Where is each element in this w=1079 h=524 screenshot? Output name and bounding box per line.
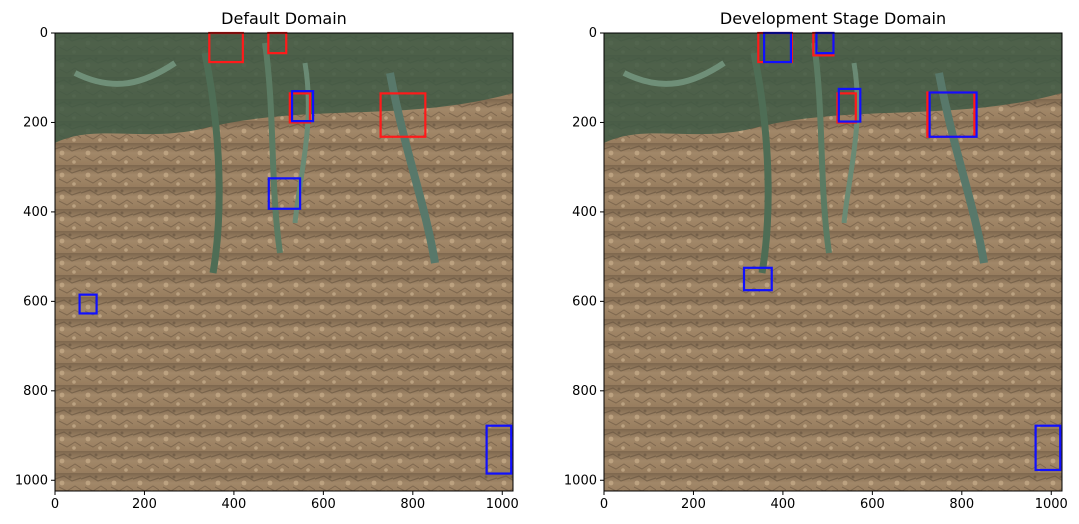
y-tick-label: 1000 [15, 473, 48, 488]
y-ticks-default: 0 200 400 600 800 1000 [15, 26, 55, 488]
blue-bounding-box [485, 424, 513, 475]
y-tick-label: 800 [23, 384, 48, 399]
blue-bounding-box [1034, 424, 1062, 472]
y-tick-label: 0 [40, 26, 48, 41]
x-tick-label: 400 [221, 497, 246, 512]
x-ticks-development: 0 200 400 600 800 1000 [600, 491, 1068, 512]
panel-title: Development Stage Domain [720, 9, 946, 28]
y-ticks-development: 0 200 400 600 800 1000 [564, 26, 604, 488]
y-tick-label: 400 [23, 205, 48, 220]
y-tick-label: 600 [23, 294, 48, 309]
y-tick-label: 200 [23, 115, 48, 130]
x-tick-label: 400 [770, 497, 795, 512]
red-bounding-box [379, 92, 427, 138]
blue-bounding-box [837, 87, 862, 123]
blue-bounding-box [267, 177, 302, 210]
x-tick-label: 1000 [486, 497, 519, 512]
panel-default-domain: 0 200 400 600 800 1000 0 200 400 600 800 1000 Defa… [15, 9, 519, 512]
blue-boxes-development [742, 31, 1062, 472]
x-tick-label: 200 [132, 497, 157, 512]
axes-frame [54, 32, 514, 492]
x-tick-label: 0 [51, 497, 59, 512]
photo-development [604, 33, 1062, 491]
x-tick-label: 800 [400, 497, 425, 512]
x-tick-label: 600 [860, 497, 885, 512]
y-tick-label: 800 [572, 384, 597, 399]
blue-bounding-box [928, 91, 978, 138]
y-tick-label: 0 [589, 26, 597, 41]
x-tick-label: 600 [311, 497, 336, 512]
y-tick-label: 400 [572, 205, 597, 220]
axes-frame [603, 32, 1063, 492]
red-boxes-default [208, 31, 427, 138]
blue-bounding-box [78, 293, 98, 315]
red-bounding-box [288, 92, 312, 124]
blue-bounding-box [290, 90, 315, 123]
panel-title: Default Domain [221, 9, 347, 28]
x-tick-label: 0 [600, 497, 608, 512]
blue-boxes-default [78, 90, 513, 475]
x-tick-label: 1000 [1035, 497, 1068, 512]
y-tick-label: 200 [572, 115, 597, 130]
y-tick-label: 600 [572, 294, 597, 309]
blue-bounding-box [742, 266, 773, 292]
x-tick-label: 800 [949, 497, 974, 512]
photo-default [55, 33, 513, 491]
y-tick-label: 1000 [564, 473, 597, 488]
panel-development-stage-domain: 0 200 400 600 800 1000 0 200 400 600 800 1000 Deve… [564, 9, 1068, 512]
x-tick-label: 200 [681, 497, 706, 512]
x-ticks-default: 0 200 400 600 800 1000 [51, 491, 519, 512]
